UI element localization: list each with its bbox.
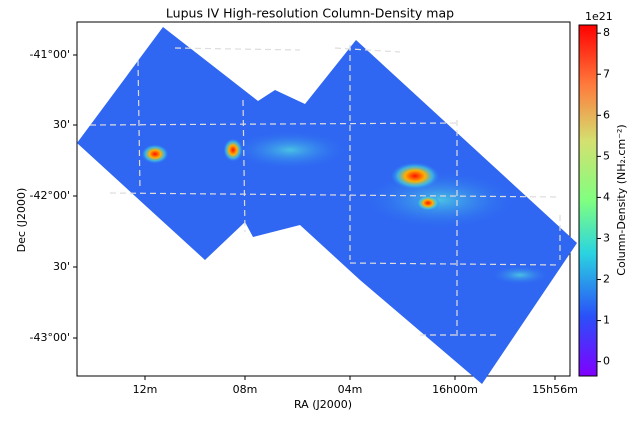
colorbar-offset: 1e21 — [585, 10, 613, 23]
colorbar-tick-label: 0 — [603, 355, 610, 368]
x-tick-label: 15h56m — [532, 383, 578, 396]
colorbar — [578, 24, 598, 377]
colorbar-tick-label: 4 — [603, 190, 610, 203]
colorbar-tick-label: 1 — [603, 314, 610, 327]
x-tick-label: 12m — [133, 383, 158, 396]
colorbar-tick-label: 6 — [603, 108, 610, 121]
colorbar-tick-label: 5 — [603, 149, 610, 162]
colorbar-tick-label: 7 — [603, 67, 610, 80]
y-tick-label: -41°00' — [30, 48, 71, 61]
colorbar-label: Column-Density (NH₂.cm⁻²) — [615, 124, 628, 275]
x-tick-label: 08m — [233, 383, 258, 396]
x-tick-label: 16h00m — [432, 383, 478, 396]
x-tick-label: 04m — [338, 383, 363, 396]
chart-title: Lupus IV High-resolution Column-Density … — [166, 6, 454, 21]
y-tick-label: -42°00' — [30, 189, 71, 202]
y-tick-label: 30' — [53, 118, 70, 131]
x-axis-label: RA (J2000) — [294, 398, 352, 411]
colorbar-tick-label: 3 — [603, 231, 610, 244]
colorbar-tick-label: 2 — [603, 273, 610, 286]
colorbar-tick-label: 8 — [603, 26, 610, 39]
y-axis-label: Dec (J2000) — [15, 188, 28, 253]
y-tick-label: 30' — [53, 260, 70, 273]
map-image — [77, 27, 577, 384]
y-tick-label: -43°00' — [30, 331, 71, 344]
